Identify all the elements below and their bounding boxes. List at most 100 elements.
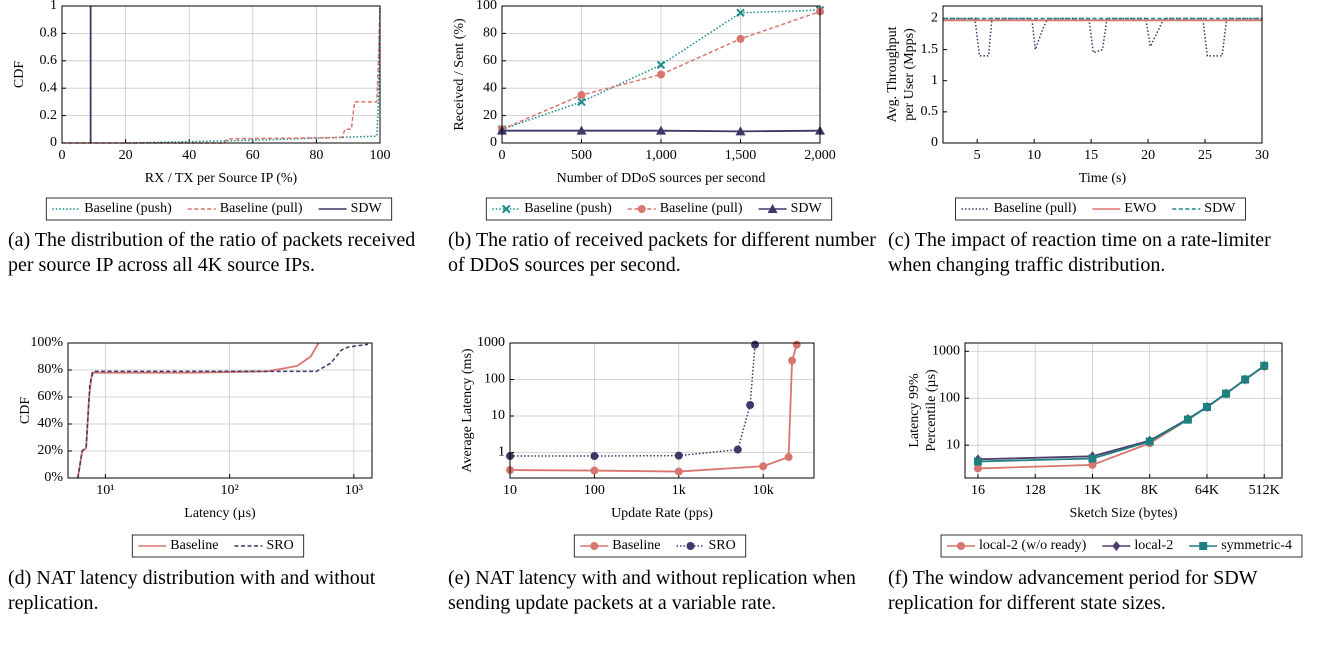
y-tick-label: 80% (37, 362, 63, 377)
legend-label: SRO (708, 538, 735, 553)
marker (1202, 403, 1211, 412)
x-tick-label: 2,000 (804, 148, 836, 163)
y-axis-label: Latency 99% (907, 373, 922, 448)
marker (686, 542, 695, 550)
legend-frame (940, 534, 1303, 558)
y-tick-label: 100 (476, 0, 497, 13)
y-axis-label: per User (Mpps) (902, 28, 917, 121)
y-tick-label: 1.5 (921, 42, 939, 57)
caption: (c) The impact of reaction time on a rat… (888, 229, 1271, 276)
y-tick-label: 0.5 (921, 104, 939, 119)
x-tick-label: 1K (1084, 483, 1101, 498)
y-axis-label: Average Latency (ms) (460, 348, 475, 472)
legend: Baseline (push) Baseline (pull) SDW (45, 197, 393, 221)
legend-label: symmetric-4 (1221, 538, 1292, 553)
x-tick-label: 40 (182, 148, 196, 163)
y-axis-label: Avg. Throughput (885, 26, 900, 122)
series-line (125, 5, 381, 144)
y-tick-label: 10 (946, 437, 960, 452)
x-axis-label: Sketch Size (bytes) (1069, 506, 1177, 521)
y-tick-label: 100 (939, 390, 960, 405)
x-tick-label: 20 (119, 148, 133, 163)
plot-frame (67, 342, 373, 479)
plot-frame (942, 5, 1263, 144)
marker (656, 60, 666, 70)
x-tick-label: 25 (1198, 148, 1212, 163)
x-tick-label: 10¹ (96, 483, 114, 498)
caption: (a) The distribution of the ratio of pac… (8, 229, 416, 276)
y-tick-label: 0.2 (40, 108, 58, 123)
series-line (943, 17, 1262, 57)
x-tick-label: 1,000 (645, 148, 677, 163)
x-tick-label: 10 (1027, 148, 1041, 163)
legend-frame (131, 534, 305, 558)
series-line (77, 343, 369, 479)
legend-label: Baseline (push) (84, 201, 172, 216)
marker (759, 462, 768, 471)
x-tick-label: 10k (753, 483, 774, 498)
series-line (510, 344, 756, 457)
legend: Baseline (pull) EWO SDW (955, 197, 1246, 221)
legend-label: local-2 (w/o ready) (979, 538, 1087, 553)
legend-label: Baseline (170, 538, 218, 553)
legend-label: Baseline (pull) (994, 201, 1077, 216)
y-tick-label: 2 (931, 11, 938, 26)
legend-label: Baseline (612, 538, 660, 553)
y-tick-label: 0 (490, 135, 497, 150)
marker (1241, 375, 1250, 384)
marker (577, 91, 586, 100)
marker (656, 125, 666, 135)
y-tick-label: 20 (483, 108, 497, 123)
x-axis-label: Update Rate (pps) (611, 506, 713, 521)
y-tick-label: 40 (483, 80, 497, 95)
plot-frame (61, 5, 381, 144)
legend-label: Baseline (push) (524, 201, 612, 216)
marker (1222, 389, 1231, 398)
y-tick-label: 60 (483, 53, 497, 68)
marker (746, 401, 755, 410)
y-axis-label: CDF (18, 397, 33, 424)
x-tick-label: 30 (1255, 148, 1269, 163)
plot-frame (509, 342, 815, 479)
y-tick-label: 20% (37, 443, 63, 458)
y-tick-label: 60% (37, 389, 63, 404)
marker (576, 125, 587, 135)
y-tick-label: 1 (498, 445, 505, 460)
y-tick-label: 1 (50, 0, 57, 13)
marker (637, 205, 646, 213)
y-axis-label: Percentile (µs) (924, 369, 939, 452)
x-tick-label: 0 (499, 148, 506, 163)
marker (577, 97, 586, 107)
marker (590, 542, 599, 550)
x-axis-label: Number of DDoS sources per second (557, 171, 766, 186)
legend-label: Baseline (pull) (220, 201, 303, 216)
plot-frame (501, 5, 821, 144)
x-tick-label: 1k (672, 483, 686, 498)
x-tick-label: 8K (1141, 483, 1158, 498)
y-tick-label: 0.6 (40, 53, 58, 68)
marker (674, 451, 683, 460)
marker (1145, 437, 1154, 446)
series-line (62, 5, 381, 144)
x-tick-label: 500 (571, 148, 592, 163)
x-tick-label: 128 (1025, 483, 1046, 498)
y-axis-label: Received / Sent (%) (452, 18, 467, 131)
marker (674, 467, 683, 476)
x-tick-label: 16 (971, 483, 985, 498)
marker (1088, 460, 1097, 469)
marker (784, 453, 793, 462)
x-tick-label: 10² (221, 483, 239, 498)
x-tick-label: 10 (503, 483, 517, 498)
x-tick-label: 100 (584, 483, 605, 498)
x-axis-label: RX / TX per Source IP (%) (145, 171, 298, 186)
marker (736, 34, 745, 43)
marker (1112, 541, 1121, 551)
legend-frame (955, 197, 1246, 221)
marker (502, 204, 511, 214)
marker (735, 126, 746, 136)
y-tick-label: 40% (37, 416, 63, 431)
y-tick-label: 0.8 (40, 26, 58, 41)
marker (788, 356, 797, 365)
legend-label: SDW (1204, 201, 1236, 216)
